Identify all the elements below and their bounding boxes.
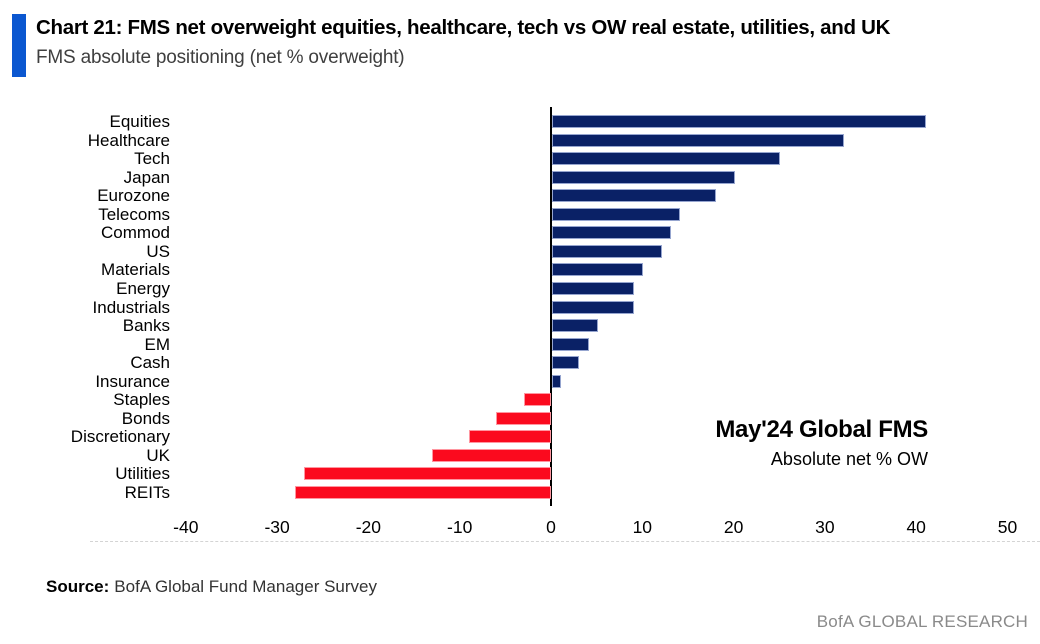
- source-text: BofA Global Fund Manager Survey: [114, 577, 377, 596]
- bar-tech: [552, 152, 781, 166]
- bar-eurozone: [552, 189, 717, 203]
- x-tick-0: 0: [546, 517, 556, 537]
- category-label-cash: Cash: [130, 353, 170, 373]
- x-tick--40: -40: [173, 517, 199, 537]
- bar-em: [552, 337, 589, 351]
- annotation-subtitle: Absolute net % OW: [770, 449, 928, 469]
- bar-reits: [295, 486, 551, 499]
- category-label-uk: UK: [146, 445, 170, 465]
- chart-subtitle: FMS absolute positioning (net % overweig…: [36, 47, 405, 68]
- bar-uk: [432, 448, 551, 462]
- x-tick--10: -10: [447, 517, 473, 537]
- category-label-industrials: Industrials: [92, 297, 170, 317]
- bar-chart: May'24 Global FMS Absolute net % OW Equi…: [0, 104, 1040, 544]
- category-label-em: EM: [144, 334, 171, 354]
- category-label-healthcare: Healthcare: [87, 130, 170, 150]
- bar-equities: [552, 115, 927, 128]
- x-tick-50: 50: [997, 517, 1018, 537]
- x-tick-10: 10: [632, 517, 653, 537]
- source-line: Source: BofA Global Fund Manager Survey: [46, 577, 377, 597]
- bar-utilities: [304, 467, 551, 481]
- annotation-title: May'24 Global FMS: [715, 416, 928, 443]
- x-tick--20: -20: [355, 517, 382, 537]
- bar-japan: [552, 170, 735, 184]
- x-tick-30: 30: [815, 517, 835, 537]
- accent-bar: [12, 14, 26, 77]
- bar-cash: [552, 356, 580, 370]
- x-tick-40: 40: [906, 517, 926, 537]
- axis-dashed-rule: [90, 541, 1040, 542]
- chart-annotation: May'24 Global FMS Absolute net % OW: [715, 416, 928, 470]
- bar-discretionary: [468, 430, 551, 444]
- bar-bonds: [496, 411, 551, 425]
- chart-title: Chart 21: FMS net overweight equities, h…: [36, 16, 891, 39]
- bar-commod: [552, 226, 671, 240]
- category-label-tech: Tech: [134, 149, 170, 169]
- bar-industrials: [552, 300, 635, 314]
- category-label-materials: Materials: [101, 260, 170, 280]
- bar-insurance: [552, 374, 562, 388]
- bar-telecoms: [552, 207, 680, 221]
- category-label-japan: Japan: [123, 167, 170, 187]
- bar-us: [552, 244, 662, 258]
- bar-banks: [552, 319, 598, 333]
- x-tick--30: -30: [264, 517, 290, 537]
- category-label-reits: REITs: [124, 483, 170, 502]
- category-label-discretionary: Discretionary: [70, 427, 170, 447]
- bar-materials: [552, 263, 644, 277]
- category-label-us: US: [146, 241, 170, 261]
- x-tick-20: 20: [723, 517, 744, 537]
- category-label-equities: Equities: [109, 112, 170, 131]
- brand-line: BofA GLOBAL RESEARCH: [816, 612, 1028, 631]
- source-label: Source:: [46, 577, 110, 596]
- category-label-utilities: Utilities: [115, 464, 170, 484]
- category-label-insurance: Insurance: [95, 371, 170, 391]
- category-label-banks: Banks: [122, 316, 170, 336]
- bar-staples: [523, 393, 551, 407]
- bar-energy: [552, 281, 635, 295]
- category-label-telecoms: Telecoms: [98, 204, 170, 224]
- zero-axis-line: [550, 107, 552, 506]
- category-label-eurozone: Eurozone: [97, 186, 170, 206]
- category-label-staples: Staples: [113, 390, 170, 410]
- category-label-commod: Commod: [101, 223, 170, 243]
- category-label-bonds: Bonds: [121, 408, 170, 428]
- bar-healthcare: [552, 133, 845, 147]
- category-label-energy: Energy: [116, 278, 170, 298]
